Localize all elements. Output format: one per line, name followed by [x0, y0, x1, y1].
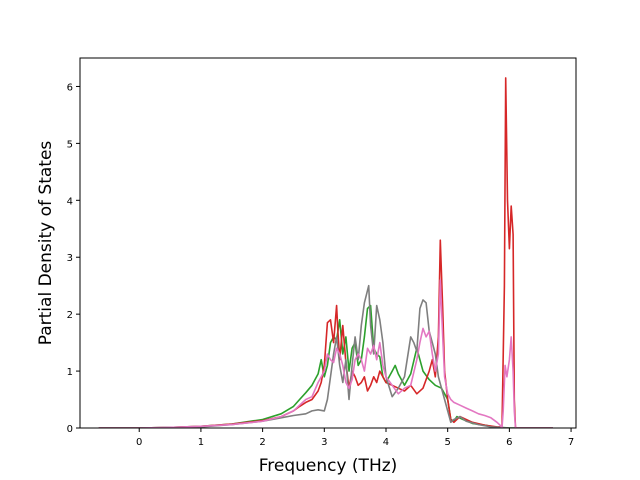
x-tick-label: 0: [136, 437, 142, 448]
y-axis-ticks: 0 1 2 3 4 5 6: [67, 82, 80, 435]
x-tick-label: 3: [321, 437, 327, 448]
y-tick-label: 1: [67, 367, 73, 378]
x-tick-label: 4: [383, 437, 389, 448]
series-line-3: [98, 284, 554, 428]
y-tick-label: 6: [67, 82, 73, 93]
plot-area-frame: [79, 57, 577, 429]
x-tick-label: 6: [506, 437, 512, 448]
x-tick-label: 5: [444, 437, 450, 448]
x-axis-ticks: 0 1 2 3 4 5 6 7: [136, 428, 574, 448]
x-axis-label: Frequency (THz): [259, 456, 398, 476]
series-line-4: [98, 279, 554, 428]
y-tick-label: 5: [67, 139, 73, 150]
x-tick-label: 7: [568, 437, 574, 448]
y-tick-label: 3: [67, 253, 73, 264]
y-tick-label: 4: [67, 196, 73, 207]
y-axis-label: Partial Density of States: [36, 141, 56, 346]
y-tick-label: 0: [67, 424, 73, 435]
x-tick-label: 2: [259, 437, 265, 448]
series-layer: [98, 77, 554, 428]
x-tick-label: 1: [198, 437, 204, 448]
y-tick-label: 2: [67, 310, 73, 321]
